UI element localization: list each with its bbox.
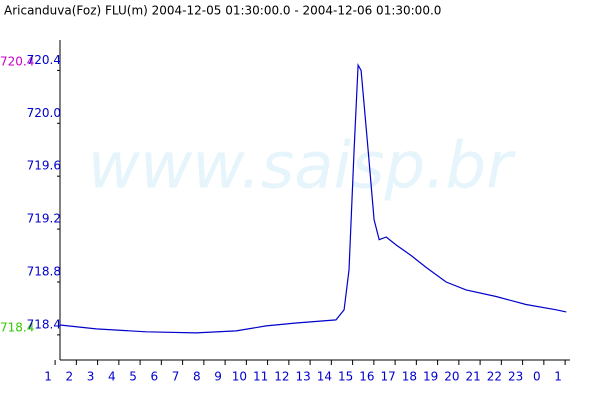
x-tick-label: 13 [295, 370, 310, 384]
y-tick-label: 720.0 [27, 106, 61, 120]
x-tick-label: 2 [66, 370, 74, 384]
watermark: www.saisp.br [88, 130, 517, 204]
x-tick-label: 22 [487, 370, 502, 384]
x-tick-label: 17 [380, 370, 395, 384]
x-tick-label: 11 [253, 370, 268, 384]
series-line [59, 62, 567, 334]
x-tick-label: 23 [508, 370, 523, 384]
x-tick-label: 20 [444, 370, 459, 384]
x-tick-label: 1 [44, 370, 52, 384]
x-tick-label: 5 [129, 370, 137, 384]
y-tick-label: 718.4 [27, 317, 61, 331]
x-tick-label: 15 [338, 370, 353, 384]
x-tick-label: 10 [232, 370, 247, 384]
chart-title: Aricanduva(Foz) FLU(m) 2004-12-05 01:30:… [4, 4, 441, 18]
x-tick-label: 9 [214, 370, 222, 384]
x-tick-label: 1 [554, 370, 562, 384]
x-tick-label: 16 [359, 370, 374, 384]
x-tick-label: 0 [533, 370, 541, 384]
min-label: 718.4 [0, 321, 34, 335]
x-tick-label: 7 [172, 370, 180, 384]
x-tick-label: 18 [402, 370, 417, 384]
y-tick-label: 719.2 [27, 212, 61, 226]
y-tick-label: 720.4 [27, 53, 61, 67]
y-tick-label: 719.6 [27, 159, 61, 173]
x-tick-label: 8 [193, 370, 201, 384]
y-tick-label: 718.8 [27, 264, 61, 278]
x-tick-label: 21 [465, 370, 480, 384]
max-label: 720.4 [0, 55, 34, 69]
x-tick-label: 19 [423, 370, 438, 384]
x-tick-label: 14 [317, 370, 332, 384]
x-tick-label: 4 [108, 370, 116, 384]
x-tick-label: 6 [151, 370, 159, 384]
x-tick-label: 3 [87, 370, 95, 384]
x-tick-label: 12 [274, 370, 289, 384]
